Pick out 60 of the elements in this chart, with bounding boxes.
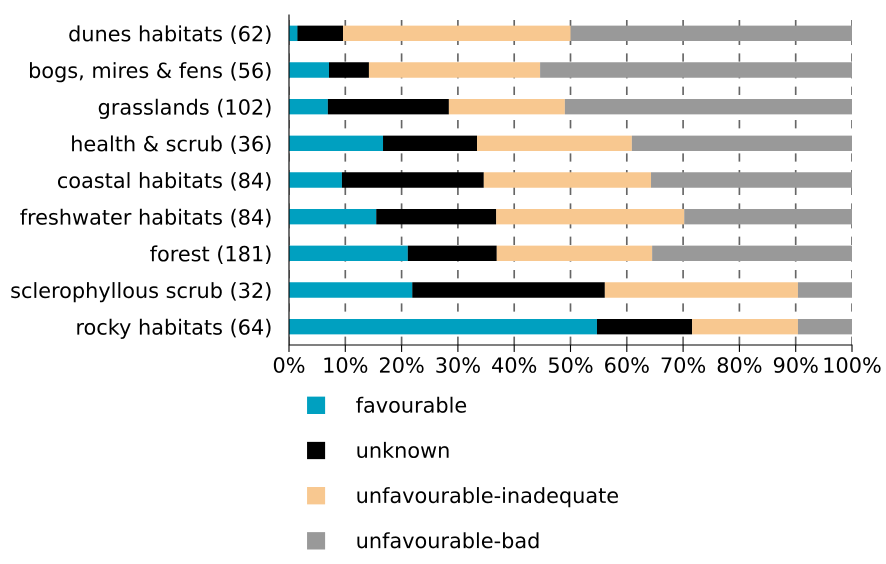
bar <box>652 246 852 262</box>
bar <box>343 26 570 42</box>
x-tick-label: 50% <box>548 357 593 373</box>
bar <box>477 136 632 152</box>
y-tick-label: health & scrub (36) <box>72 135 271 154</box>
bar <box>412 282 605 298</box>
x-tick-label: 40% <box>492 357 536 373</box>
bar <box>289 282 412 298</box>
bar <box>289 26 298 42</box>
bar <box>496 208 684 224</box>
bar <box>328 62 369 78</box>
y-tick-label: freshwater habitats (84) <box>20 208 271 228</box>
bar <box>328 98 449 114</box>
y-tick-label: coastal habitats (84) <box>58 172 271 191</box>
legend-label: unfavourable-inadequate <box>357 487 618 508</box>
y-tick-label: bogs, mires & fens (56) <box>30 62 271 82</box>
y-tick-label: grasslands (102) <box>98 98 271 119</box>
bar <box>289 318 597 334</box>
y-tick-label: forest (181) <box>150 245 271 264</box>
bar <box>564 98 852 114</box>
bar <box>684 208 852 224</box>
x-tick-label: 60% <box>605 357 649 373</box>
bar <box>692 318 798 334</box>
bar <box>798 318 852 334</box>
bar <box>632 136 852 152</box>
x-tick-label: 0% <box>274 357 304 373</box>
bar <box>368 62 540 78</box>
x-tick-label: 30% <box>436 357 480 373</box>
bar <box>297 26 344 42</box>
bar <box>604 282 798 298</box>
bar <box>289 246 408 262</box>
y-tick-label: rocky habitats (64) <box>77 318 271 339</box>
y-tick-label: sclerophyllous scrub (32) <box>11 282 271 302</box>
bar <box>289 208 376 224</box>
legend-label: unknown <box>357 442 449 458</box>
bar <box>408 246 497 262</box>
x-tick-label: 70% <box>662 357 706 373</box>
bar <box>570 26 852 42</box>
bar <box>289 172 342 188</box>
bar <box>289 136 384 152</box>
bar <box>496 246 652 262</box>
bar <box>342 172 484 188</box>
bar <box>376 208 496 224</box>
x-tick-label: 90% <box>774 357 818 373</box>
bar <box>798 282 852 298</box>
x-tick-label: 20% <box>380 357 424 373</box>
bar <box>448 98 565 114</box>
bar <box>383 136 478 152</box>
x-tick-label: 80% <box>718 357 762 373</box>
legend-label: unfavourable-bad <box>357 532 538 548</box>
y-tick-label: dunes habitats (62) <box>69 25 271 44</box>
bar <box>540 62 852 78</box>
bar <box>651 172 852 188</box>
x-tick-label: 100% <box>824 357 881 373</box>
bar <box>289 98 328 114</box>
x-tick-label: 10% <box>324 357 368 373</box>
bar <box>484 172 652 188</box>
bar <box>289 62 329 78</box>
bar <box>596 318 692 334</box>
legend-label: favourable <box>356 396 466 413</box>
